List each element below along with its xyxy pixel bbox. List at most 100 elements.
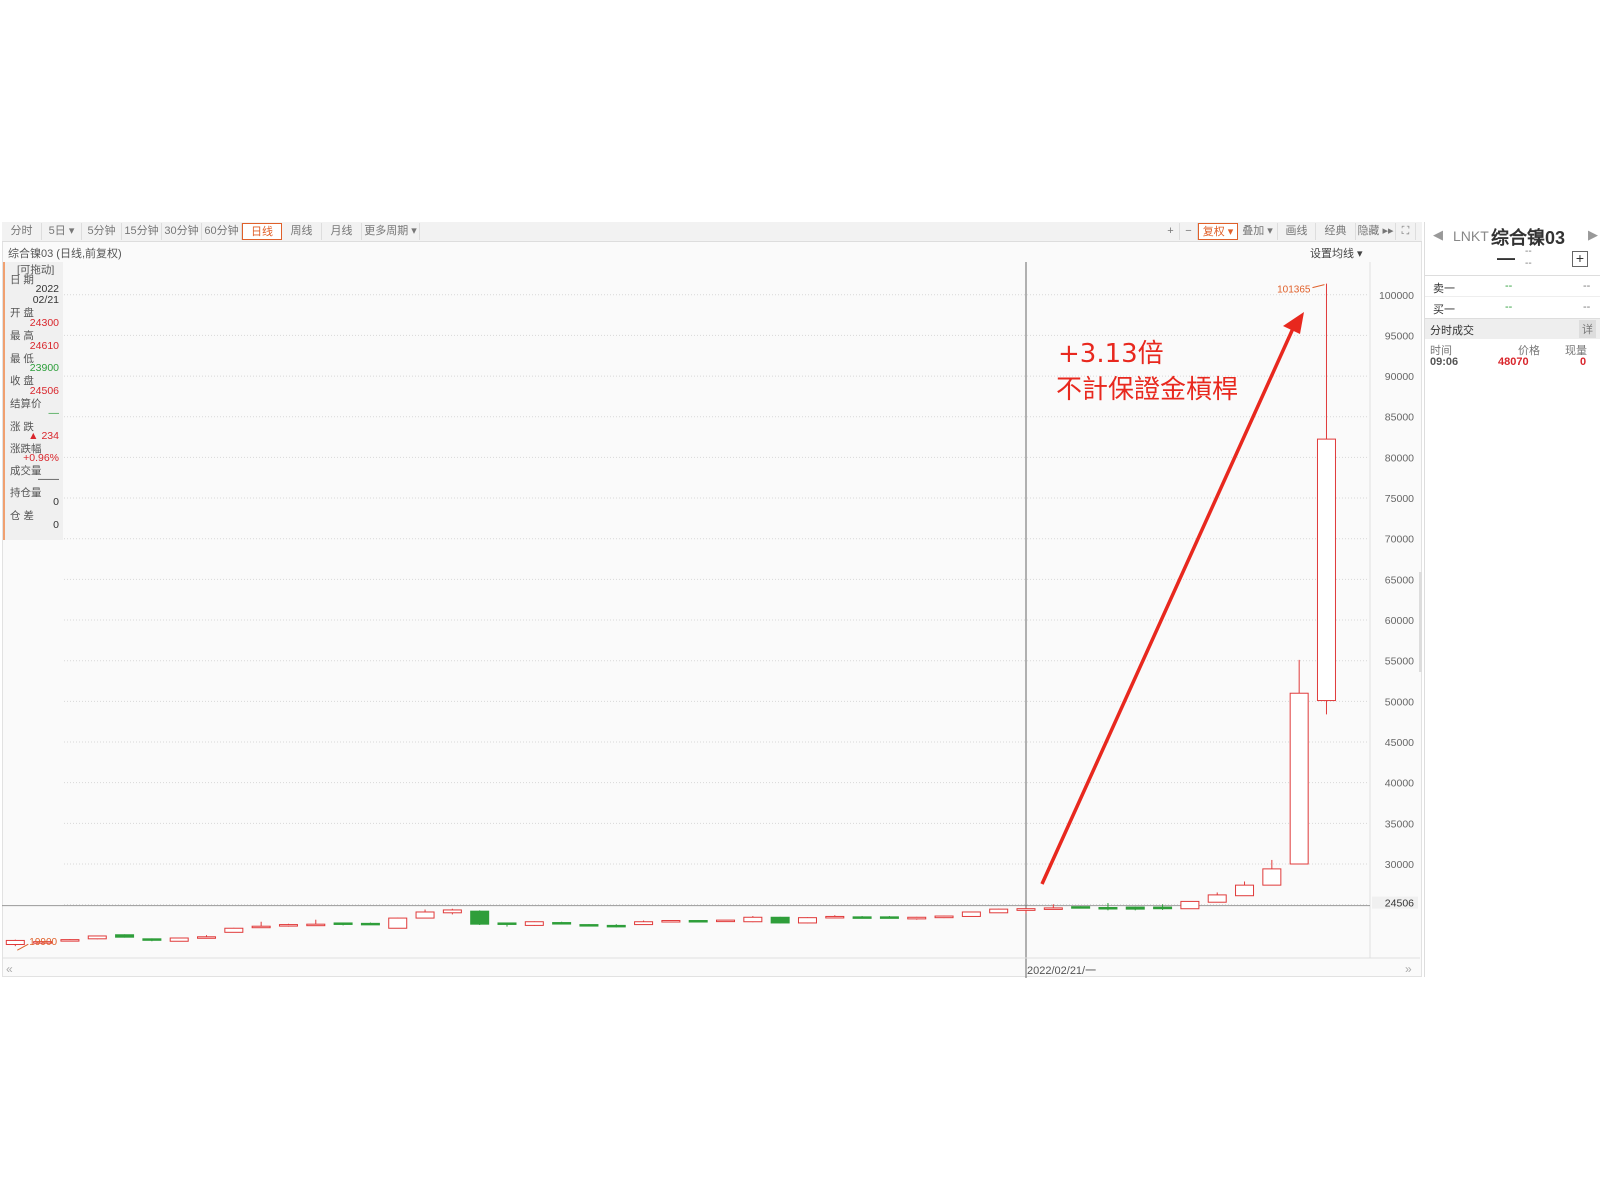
- adjust-button[interactable]: 复权 ▾: [1198, 223, 1238, 240]
- y-tick-label: 70000: [1385, 534, 1414, 546]
- close-label: 收 盘: [10, 375, 34, 387]
- low-label: 最 低: [10, 353, 34, 365]
- candle-body: [770, 916, 790, 924]
- period-tab-5min[interactable]: 5分钟: [82, 223, 122, 240]
- y-tick-label: 45000: [1385, 737, 1414, 749]
- candle-body: [1016, 908, 1036, 911]
- period-tab-more-periods[interactable]: 更多周期 ▾: [362, 223, 420, 240]
- candle-body: [1180, 900, 1200, 910]
- candle-body: [388, 917, 408, 929]
- last-price-box: [1372, 896, 1418, 909]
- candle-body: [688, 920, 708, 923]
- y-tick-label: 95000: [1385, 330, 1414, 342]
- candle-body: [961, 911, 981, 917]
- oi-diff-label: 仓 差: [10, 510, 34, 522]
- crosshair-date-label: 2022/02/21/一: [1027, 965, 1097, 977]
- date-md: 02/21: [32, 294, 59, 306]
- next-symbol-icon[interactable]: ▶: [1588, 227, 1598, 242]
- zoom-in-button[interactable]: +: [1162, 223, 1180, 240]
- candle-body: [1098, 907, 1118, 910]
- candle-body: [825, 915, 845, 919]
- y-tick-label: 80000: [1385, 452, 1414, 464]
- add-watchlist-icon[interactable]: +: [1572, 251, 1588, 267]
- high-value: 24610: [29, 340, 59, 352]
- low-value: 23900: [29, 362, 59, 374]
- last-price-label: 24506: [1385, 898, 1414, 910]
- draw-button[interactable]: 画线: [1278, 223, 1316, 240]
- candle-body: [852, 916, 872, 919]
- scroll-left-icon[interactable]: «: [6, 962, 13, 976]
- candle-body: [224, 927, 244, 933]
- zoom-out-button[interactable]: −: [1180, 223, 1198, 240]
- prev-symbol-icon[interactable]: ◀: [1433, 227, 1443, 242]
- candlestick-chart[interactable]: 30000 35000 40000 45000 50000 55000 60000 65000…: [2, 262, 1422, 978]
- detail-button[interactable]: 详: [1579, 320, 1596, 338]
- candle-body: [1153, 906, 1173, 910]
- candle-body: [497, 922, 517, 925]
- hide-button[interactable]: 隐藏 ▸▸: [1356, 223, 1396, 240]
- ticks-title: 分时成交: [1430, 325, 1474, 337]
- change-label: 涨 跌: [10, 421, 34, 433]
- quote-panel: ◀ LNKT 综合镍03 ▶ — -- -- + 卖一 -- -- 买一 -- …: [1424, 222, 1600, 977]
- toolbar: 分时 5日 ▾ 5分钟 15分钟 30分钟 60分钟 日线 周线 月线 更多周期 ▾ + − 复权 ▾ 叠…: [2, 222, 1422, 242]
- annotation-multiplier: +3.13倍: [1058, 339, 1164, 369]
- drag-hint: [可拖动]: [17, 264, 55, 276]
- ma-setting-dropdown[interactable]: 设置均线 ▾: [1310, 248, 1363, 260]
- candle-body: [1289, 692, 1309, 865]
- period-tab-fenshi[interactable]: 分时: [2, 223, 42, 240]
- candle-body: [1125, 906, 1145, 910]
- y-tick-label: 60000: [1385, 615, 1414, 627]
- candle-body: [552, 922, 572, 925]
- period-tab-5day[interactable]: 5日 ▾: [42, 223, 82, 240]
- candle-body: [879, 916, 899, 919]
- info-panel[interactable]: [可拖动] 日 期 2022 02/21 开 盘 24300 最 高 24610…: [3, 262, 63, 540]
- sell1-price: --: [1505, 280, 1513, 292]
- candle-body: [797, 917, 817, 924]
- settle-label: 结算价: [10, 398, 42, 410]
- last-price: —: [1497, 248, 1515, 268]
- annotation-arrow-head: [1283, 312, 1304, 334]
- candle-body: [442, 909, 462, 914]
- max-price-label: 101365: [1277, 285, 1311, 296]
- expand-icon[interactable]: ⛶: [1396, 223, 1416, 240]
- candle-body: [360, 922, 380, 926]
- open-value: 24300: [29, 317, 59, 329]
- scroll-right-icon[interactable]: »: [1405, 962, 1412, 976]
- y-tick-label: 65000: [1385, 574, 1414, 586]
- candle-body: [197, 936, 217, 939]
- y-tick-label: 40000: [1385, 778, 1414, 790]
- col-price: 价格: [1518, 345, 1540, 357]
- chart-subtitle: 综合镍03 (日线,前复权): [8, 248, 122, 260]
- candle-body: [415, 911, 435, 919]
- overlay-button[interactable]: 叠加 ▾: [1238, 223, 1278, 240]
- col-time: 时间: [1430, 345, 1452, 357]
- symbol-code: LNKT: [1453, 228, 1489, 244]
- buy1-price: --: [1505, 301, 1513, 313]
- volume-label: 成交量: [10, 465, 42, 477]
- annotation-note: 不計保證金槓桿: [1056, 375, 1238, 405]
- change-amount: --: [1525, 246, 1532, 257]
- period-tab-weekly[interactable]: 周线: [282, 223, 322, 240]
- period-tab-60min[interactable]: 60分钟: [202, 223, 242, 240]
- candle-body: [634, 921, 654, 926]
- oi-label: 持仓量: [10, 487, 42, 499]
- candle-body: [907, 916, 927, 920]
- candle-body: [169, 937, 189, 942]
- classic-button[interactable]: 经典: [1316, 223, 1356, 240]
- volume-value: ——: [38, 473, 59, 485]
- sell1-label: 卖一: [1433, 283, 1455, 295]
- y-tick-label: 75000: [1385, 493, 1414, 505]
- candle-body: [1043, 907, 1063, 910]
- y-tick-label: 50000: [1385, 696, 1414, 708]
- period-tab-daily[interactable]: 日线: [242, 223, 282, 240]
- min-price-label: 19900: [29, 937, 57, 948]
- y-tick-label: 30000: [1385, 859, 1414, 871]
- candle-body: [278, 924, 298, 927]
- candle-body: [470, 910, 490, 925]
- panel-collapse-handle[interactable]: [1419, 572, 1422, 672]
- period-tab-15min[interactable]: 15分钟: [122, 223, 162, 240]
- period-tab-monthly[interactable]: 月线: [322, 223, 362, 240]
- period-tab-30min[interactable]: 30分钟: [162, 223, 202, 240]
- candle-body: [1071, 906, 1091, 909]
- change-percent: --: [1525, 258, 1532, 269]
